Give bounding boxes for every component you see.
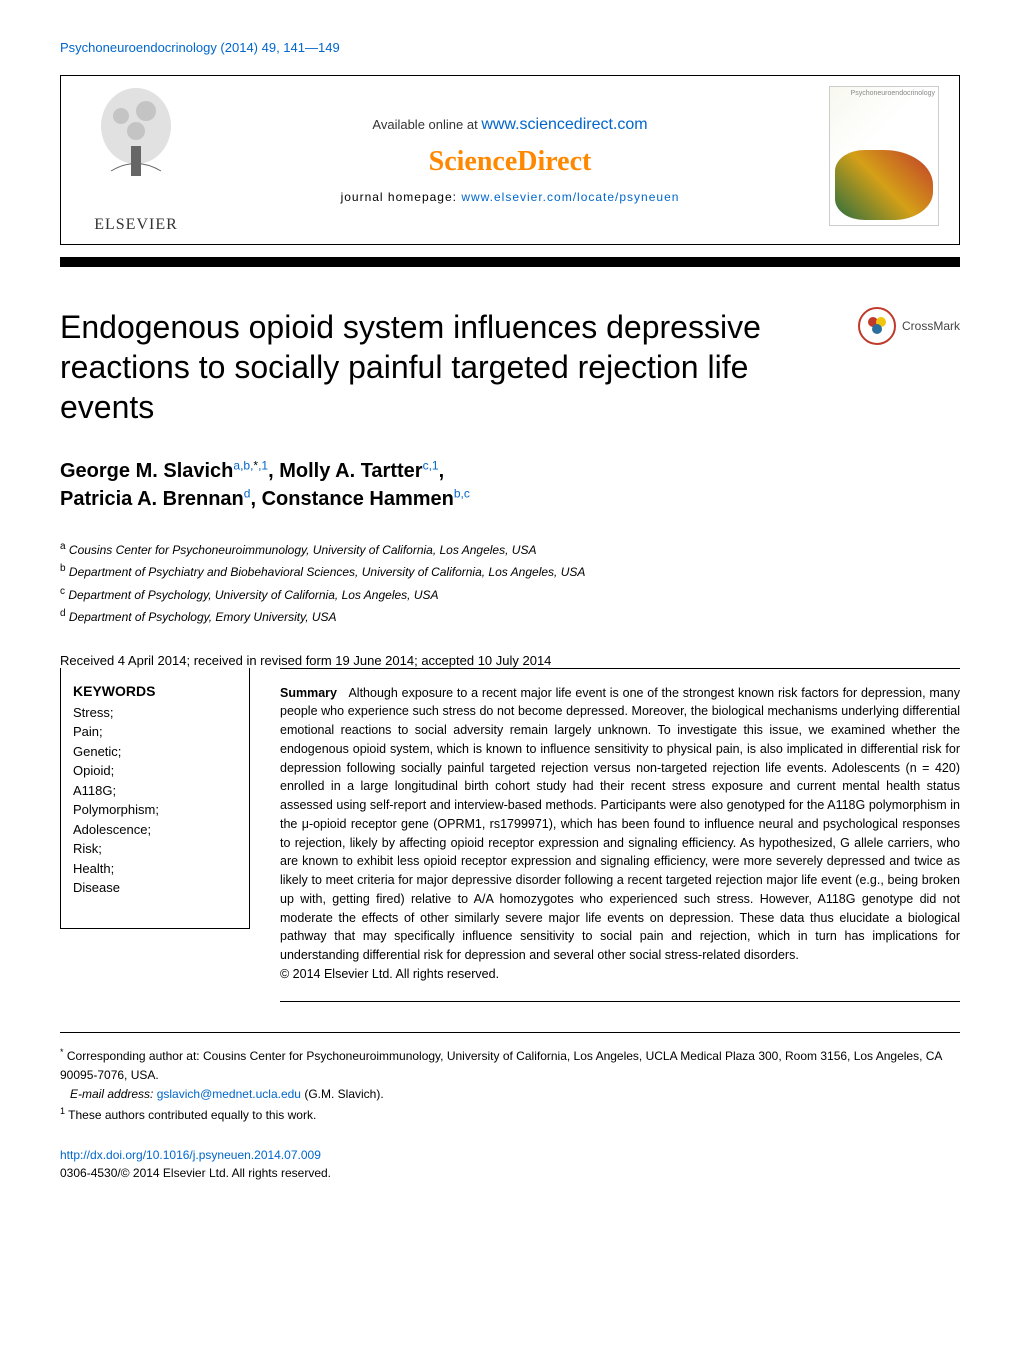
keywords-box: KEYWORDS Stress; Pain; Genetic; Opioid; … [60,668,250,929]
author-affil-sup: d [244,486,251,500]
equal-contribution-footnote: 1 These authors contributed equally to t… [60,1104,960,1125]
summary-divider [280,1001,960,1002]
crossmark-label: CrossMark [902,319,960,333]
masthead: ELSEVIER Available online at www.science… [60,75,960,245]
affiliation: b Department of Psychiatry and Biobehavi… [60,560,960,582]
author: Molly A. Tartter [279,460,422,482]
elsevier-tree-icon [91,86,181,186]
divider-bar [60,257,960,267]
corresponding-author-footnote: * Corresponding author at: Cousins Cente… [60,1045,960,1085]
crossmark-badge[interactable]: CrossMark [858,307,960,345]
article-title: Endogenous opioid system influences depr… [60,307,828,427]
sciencedirect-logo: ScienceDirect [429,146,592,178]
author: Patricia A. Brennan [60,488,244,510]
sciencedirect-url[interactable]: www.sciencedirect.com [481,116,647,133]
keyword: Risk; [73,839,237,859]
keyword: Adolescence; [73,820,237,840]
journal-cover-thumbnail: Psychoneuroendocrinology [829,86,939,226]
keyword: Opioid; [73,761,237,781]
author-equal-sup: ,1 [258,458,268,472]
affiliation: a Cousins Center for Psychoneuroimmunolo… [60,538,960,560]
homepage-prefix: journal homepage: [341,190,462,204]
author: George M. Slavich [60,460,233,482]
summary-label: Summary [280,686,337,700]
keyword: Stress; [73,703,237,723]
publisher-block: ELSEVIER [61,76,211,244]
keywords-heading: KEYWORDS [73,683,237,699]
keyword: A118G; [73,781,237,801]
masthead-center: Available online at www.sciencedirect.co… [211,76,809,244]
authors-list: George M. Slavicha,b,*,1, Molly A. Tartt… [60,457,960,513]
doi-link[interactable]: http://dx.doi.org/10.1016/j.psyneuen.201… [60,1148,321,1162]
issn-copyright: 0306-4530/© 2014 Elsevier Ltd. All right… [60,1166,331,1180]
abstract-copyright: © 2014 Elsevier Ltd. All rights reserved… [280,967,960,981]
keyword: Disease [73,878,237,898]
summary-column: Summary Although exposure to a recent ma… [280,668,960,1002]
affiliations-list: a Cousins Center for Psychoneuroimmunolo… [60,538,960,628]
abstract-body: Although exposure to a recent major life… [280,686,960,963]
abstract-text: Summary Although exposure to a recent ma… [280,684,960,965]
publisher-name: ELSEVIER [94,216,178,234]
author-affil-sup: b,c [454,486,470,500]
author-affil-sup: a,b, [233,458,253,472]
keyword: Pain; [73,722,237,742]
cover-journal-title: Psychoneuroendocrinology [830,87,938,100]
journal-homepage: journal homepage: www.elsevier.com/locat… [341,190,680,204]
available-prefix: Available online at [372,117,481,132]
cover-art [835,150,933,220]
available-online: Available online at www.sciencedirect.co… [372,116,647,134]
keyword: Polymorphism; [73,800,237,820]
article-dates: Received 4 April 2014; received in revis… [60,653,960,668]
crossmark-icon [858,307,896,345]
author-affil-sup: c,1 [423,458,439,472]
email-link[interactable]: gslavich@mednet.ucla.edu [157,1087,301,1101]
doi-block: http://dx.doi.org/10.1016/j.psyneuen.201… [60,1146,960,1182]
author: Constance Hammen [262,488,454,510]
cover-block: Psychoneuroendocrinology [809,76,959,244]
keyword: Genetic; [73,742,237,762]
affiliation: c Department of Psychology, University o… [60,583,960,605]
keyword: Health; [73,859,237,879]
homepage-link[interactable]: www.elsevier.com/locate/psyneuen [461,190,679,204]
journal-reference-link[interactable]: Psychoneuroendocrinology (2014) 49, 141—… [60,40,960,55]
footnotes: * Corresponding author at: Cousins Cente… [60,1032,960,1126]
affiliation: d Department of Psychology, Emory Univer… [60,605,960,627]
email-footnote: E-mail address: gslavich@mednet.ucla.edu… [60,1085,960,1104]
